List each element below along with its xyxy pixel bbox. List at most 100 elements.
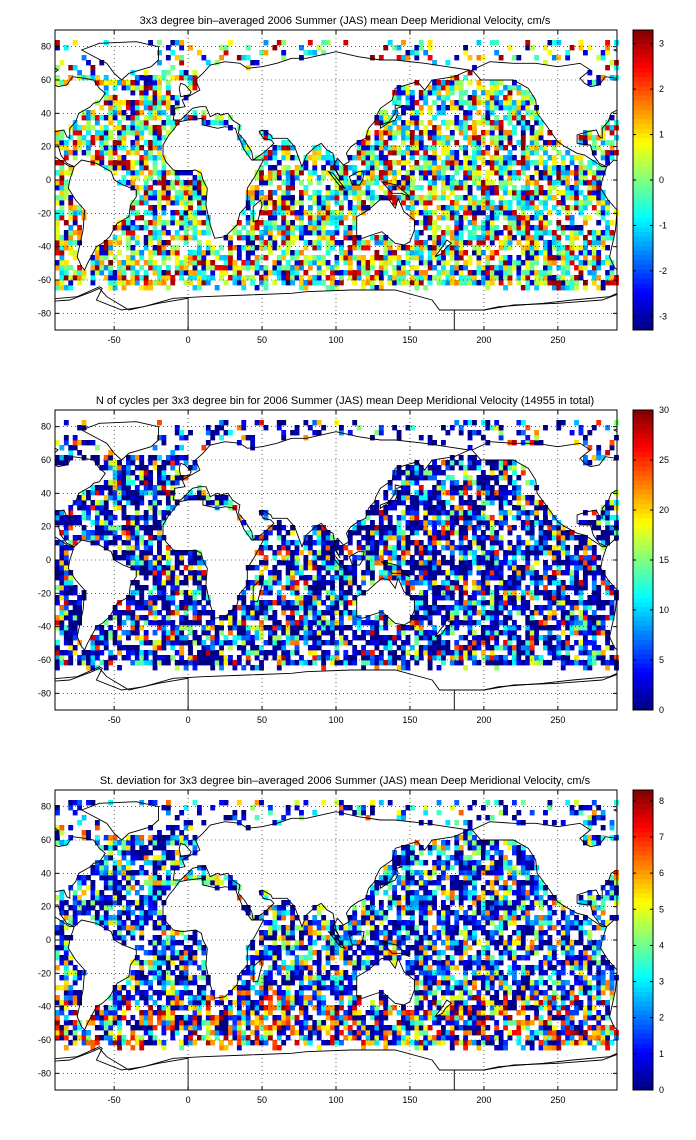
data-bin <box>325 595 331 601</box>
data-bin <box>143 100 149 106</box>
data-bin <box>356 275 362 281</box>
data-bin <box>165 560 171 566</box>
data-bin <box>143 570 149 576</box>
data-bin <box>263 150 269 156</box>
data-bin <box>134 130 140 136</box>
data-bin <box>498 565 504 571</box>
data-bin <box>525 200 531 206</box>
data-bin <box>427 210 433 216</box>
data-bin <box>325 40 331 46</box>
data-bin <box>201 645 207 651</box>
data-bin <box>507 95 513 101</box>
data-bin <box>148 140 154 146</box>
data-bin <box>103 80 109 86</box>
data-bin <box>223 640 229 646</box>
data-bin <box>205 60 211 66</box>
data-bin <box>325 265 331 271</box>
data-bin <box>338 575 344 581</box>
data-bin <box>574 590 579 596</box>
data-bin <box>192 270 198 276</box>
data-bin <box>582 255 588 261</box>
data-bin <box>560 180 566 186</box>
data-bin <box>489 80 495 86</box>
data-bin <box>152 270 158 276</box>
data-bin <box>188 200 193 206</box>
data-bin <box>578 205 584 211</box>
data-bin <box>591 150 597 156</box>
data-bin <box>467 650 473 656</box>
data-bin <box>432 560 437 566</box>
data-bin <box>134 170 140 176</box>
data-bin <box>387 635 393 641</box>
data-bin <box>480 55 486 61</box>
data-bin <box>401 90 406 96</box>
data-bin <box>94 80 100 86</box>
data-bin <box>609 230 615 236</box>
data-bin <box>507 260 513 266</box>
data-bin <box>494 40 500 46</box>
data-bin <box>529 645 535 651</box>
data-bin <box>303 165 309 171</box>
data-bin <box>236 270 242 276</box>
data-bin <box>245 260 251 266</box>
data-bin <box>285 170 291 176</box>
data-bin <box>272 600 278 606</box>
data-bin <box>196 205 202 211</box>
data-bin <box>401 550 406 556</box>
data-bin <box>334 575 340 581</box>
data-bin <box>525 230 531 236</box>
data-bin <box>409 620 415 626</box>
data-bin <box>254 630 260 636</box>
data-bin <box>392 570 398 576</box>
data-bin <box>143 565 149 571</box>
data-bin <box>454 85 460 91</box>
data-bin <box>476 590 482 596</box>
data-bin <box>609 220 615 226</box>
data-bin <box>281 165 287 171</box>
data-bin <box>338 660 344 666</box>
data-bin <box>236 660 242 666</box>
data-bin <box>516 90 522 96</box>
data-bin <box>281 140 287 146</box>
data-bin <box>472 175 477 181</box>
data-bin <box>334 270 340 276</box>
data-bin <box>494 145 500 151</box>
data-bin <box>441 100 446 106</box>
data-bin <box>467 205 473 211</box>
data-bin <box>223 660 229 666</box>
data-bin <box>578 595 584 601</box>
data-bin <box>188 270 193 276</box>
data-bin <box>267 575 273 581</box>
data-bin <box>489 605 495 611</box>
data-bin <box>55 195 60 201</box>
data-bin <box>370 655 375 661</box>
data-bin <box>543 170 548 176</box>
data-bin <box>467 235 473 241</box>
data-bin <box>565 225 571 231</box>
data-bin <box>276 550 282 556</box>
data-bin <box>454 610 460 616</box>
data-bin <box>383 265 389 271</box>
data-bin <box>529 615 535 621</box>
data-bin <box>547 210 553 216</box>
data-bin <box>165 550 171 556</box>
data-bin <box>525 260 531 266</box>
data-bin <box>463 150 469 156</box>
colorbar-segment <box>633 287 653 293</box>
data-bin <box>529 240 535 246</box>
data-bin <box>596 620 602 626</box>
data-bin <box>485 230 491 236</box>
data-bin <box>485 630 491 636</box>
data-bin <box>263 230 269 236</box>
data-bin <box>228 250 233 256</box>
data-bin <box>290 145 295 151</box>
data-bin <box>276 580 282 586</box>
data-bin <box>201 280 207 286</box>
data-bin <box>387 185 393 191</box>
data-bin <box>143 660 149 666</box>
data-bin <box>201 195 207 201</box>
data-bin <box>383 615 389 621</box>
data-bin <box>516 265 522 271</box>
data-bin <box>183 215 189 221</box>
data-bin <box>476 240 482 246</box>
